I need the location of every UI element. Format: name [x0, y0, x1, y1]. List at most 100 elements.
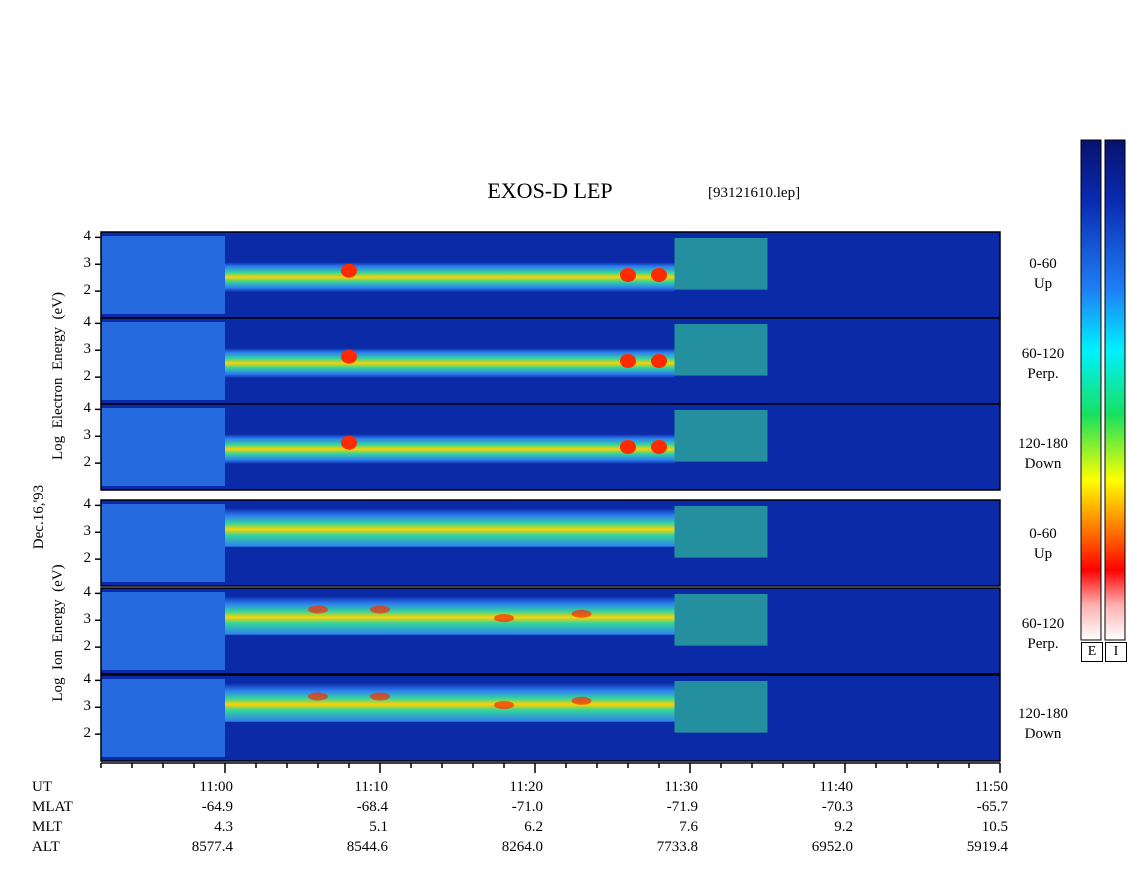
ion-ylabel-word: Log	[50, 677, 66, 702]
hot-spot	[571, 696, 592, 705]
late-region	[674, 410, 768, 462]
y-tick-label: 3	[83, 698, 92, 715]
y-tick-label: 4	[83, 314, 92, 331]
annotation-value: 11:50	[974, 779, 1008, 795]
hot-spot	[308, 692, 328, 701]
hot-spot	[571, 609, 592, 618]
annotation-value: 11:40	[819, 779, 853, 795]
date-label: Dec.16,'93	[31, 484, 47, 550]
ion-ylabel-word: Ion	[50, 649, 66, 670]
panel-frame	[100, 499, 1001, 587]
hot-spot	[341, 263, 357, 278]
colorbar-label-e: E	[1081, 642, 1103, 662]
annotation-value: 11:00	[199, 779, 233, 795]
annotation-value: -65.7	[976, 799, 1008, 815]
annotation-value: 11:10	[354, 779, 388, 795]
hot-spot	[341, 349, 357, 364]
annotation-value: 8577.4	[191, 839, 233, 855]
plot-title: EXOS-D LEP	[487, 178, 613, 203]
early-region	[101, 408, 225, 486]
annotation-value: 6952.0	[811, 839, 853, 855]
annotation-value: 10.5	[981, 819, 1008, 835]
colorbar-electron	[1080, 139, 1102, 641]
late-region	[674, 506, 768, 558]
y-tick-label: 3	[83, 611, 92, 628]
hot-spot	[651, 354, 667, 368]
y-tick-label: 2	[83, 368, 92, 385]
late-region	[674, 324, 768, 376]
electron-ylabel: Log Electron Energy (eV)	[50, 281, 68, 471]
y-tick-label: 3	[83, 341, 92, 358]
y-tick-label: 3	[83, 523, 92, 540]
hot-spot	[620, 440, 636, 454]
hot-spot	[494, 701, 514, 710]
y-tick-label: 4	[83, 671, 92, 688]
hot-spot	[370, 692, 390, 701]
annotation-value: -70.3	[821, 799, 853, 815]
flux-band	[225, 348, 675, 379]
y-tick-label: 2	[83, 725, 92, 742]
panel-label: 120-180 Down	[1018, 436, 1068, 472]
panel-frame	[100, 674, 1001, 762]
electron-ylabel-word: Electron	[50, 377, 66, 429]
annotation-value: 6.2	[524, 819, 543, 835]
late-region	[674, 594, 768, 646]
row-label-alt: ALT	[32, 839, 60, 855]
ion-ylabel-word: Energy	[50, 599, 66, 643]
panel-label: 60-120 Perp.	[1021, 616, 1065, 652]
hot-spot	[494, 614, 514, 623]
hot-spot	[308, 605, 328, 614]
annotation-value: 11:30	[664, 779, 698, 795]
hot-spot	[370, 605, 390, 614]
flux-band	[225, 596, 675, 635]
annotation-value: 11:20	[509, 779, 543, 795]
row-label-ut: UT	[32, 779, 52, 795]
panel-label: 0-60 Up	[1029, 526, 1057, 562]
annotation-value: 8264.0	[501, 839, 543, 855]
annotation-value: 5.1	[369, 819, 388, 835]
annotation-value: 9.2	[834, 819, 853, 835]
y-tick-label: 2	[83, 638, 92, 655]
ion-ylabel: Log Ion Energy (eV)	[50, 553, 68, 713]
annotation-value: 7.6	[679, 819, 698, 835]
y-tick-label: 3	[83, 255, 92, 272]
hot-spot	[341, 435, 357, 450]
panel-frame	[100, 587, 1001, 675]
late-region	[674, 681, 768, 733]
y-tick-label: 2	[83, 454, 92, 471]
panel-frame	[100, 403, 1001, 491]
hot-spot	[651, 440, 667, 454]
y-tick-label: 4	[83, 496, 92, 513]
annotation-value: 4.3	[214, 819, 233, 835]
flux-band	[225, 434, 675, 465]
electron-ylabel-word: Energy	[50, 326, 66, 371]
early-region	[101, 504, 225, 582]
y-tick-label: 4	[83, 584, 92, 601]
file-label: [93121610.lep]	[708, 185, 801, 201]
electron-ylabel-word: (eV)	[50, 292, 66, 320]
early-region	[101, 236, 225, 314]
late-region	[674, 238, 768, 290]
flux-band	[225, 262, 675, 293]
annotation-value: -71.0	[511, 799, 543, 815]
y-tick-label: 3	[83, 427, 92, 444]
annotation-value: -68.4	[356, 799, 388, 815]
y-tick-label: 4	[83, 400, 92, 417]
early-region	[101, 592, 225, 670]
ion-ylabel-word: (eV)	[50, 564, 66, 592]
panel-label: 60-120 Perp.	[1021, 346, 1065, 382]
row-label-mlt: MLT	[32, 819, 63, 835]
panel-label: 120-180 Down	[1018, 706, 1068, 742]
electron-ylabel-word: Log	[50, 435, 66, 461]
colorbar-label-i: I	[1105, 642, 1127, 662]
y-tick-label: 4	[83, 228, 92, 245]
flux-band	[225, 683, 675, 722]
hot-spot	[620, 268, 636, 282]
annotation-value: -64.9	[201, 799, 233, 815]
hot-spot	[651, 268, 667, 282]
colorbar-ion	[1104, 139, 1126, 641]
panel-label: 0-60 Up	[1029, 256, 1057, 292]
annotation-value: 5919.4	[966, 839, 1008, 855]
annotation-value: 8544.6	[346, 839, 388, 855]
